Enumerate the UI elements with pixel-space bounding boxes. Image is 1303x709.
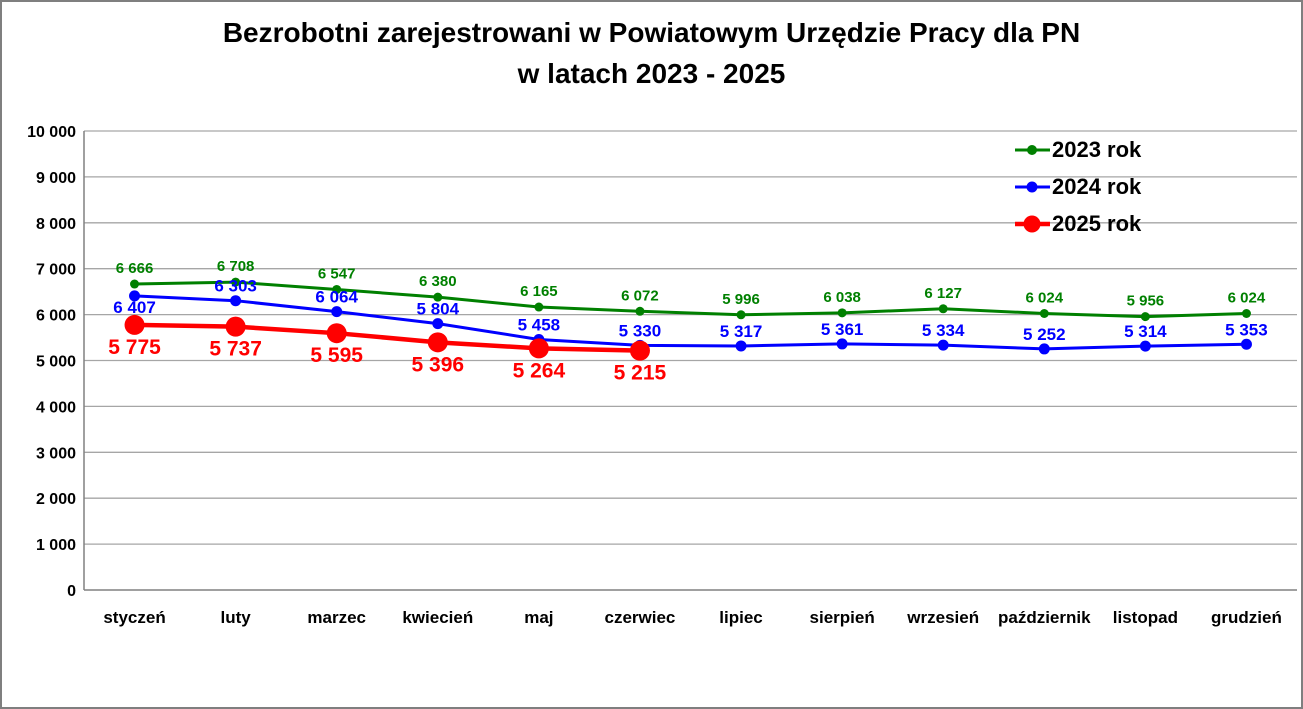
data-point-marker	[735, 340, 747, 352]
data-point-label: 5 996	[722, 291, 760, 308]
data-point-label: 5 737	[209, 338, 262, 361]
data-point-marker	[534, 302, 544, 312]
legend-label-2024: 2024 rok	[1052, 173, 1142, 199]
x-axis-label-3: kwiecień	[402, 608, 473, 627]
data-point-marker	[1038, 343, 1050, 355]
data-point-label: 6 127	[924, 285, 962, 302]
data-point-label: 5 595	[310, 344, 363, 367]
legend-entry-2023: 2023 rok	[1014, 137, 1141, 162]
data-point-label: 5 396	[412, 353, 465, 376]
data-point-marker	[332, 284, 342, 294]
y-axis-tick-label: 7 000	[36, 262, 76, 279]
data-point-marker	[938, 304, 948, 314]
data-point-marker	[937, 339, 949, 351]
data-point-label: 6 666	[116, 260, 154, 277]
legend-marker-2024-icon	[1015, 181, 1050, 192]
data-point-label: 6 303	[214, 277, 257, 296]
legend-entry-2025: 2025 rok	[1014, 211, 1141, 236]
data-point-label: 5 264	[513, 359, 566, 382]
series-line-2025-rok	[134, 322, 641, 353]
data-point-label: 6 038	[823, 289, 861, 306]
data-point-label: 5 353	[1225, 320, 1268, 339]
data-point-label: 5 317	[720, 322, 763, 341]
data-point-label: 5 775	[108, 336, 161, 359]
x-axis-label-8: wrzesień	[906, 608, 979, 627]
data-point-marker	[124, 314, 145, 335]
data-point-marker	[629, 340, 650, 361]
y-axis-tick-label: 3 000	[36, 445, 76, 462]
chart-title: Bezrobotni zarejestrowani w Powiatowym U…	[2, 12, 1301, 94]
data-point-marker	[427, 332, 448, 353]
data-point-label: 6 024	[1228, 289, 1266, 306]
y-axis-tick-label: 5 000	[36, 354, 76, 371]
x-axis-label-4: maj	[524, 608, 553, 627]
legend-label-2023: 2023 rok	[1052, 136, 1142, 162]
x-axis-label-9: październik	[998, 608, 1091, 627]
data-point-label: 6 547	[318, 265, 356, 282]
chart-title-line2: w latach 2023 - 2025	[517, 58, 786, 89]
data-point-label: 5 314	[1124, 322, 1167, 341]
legend-marker-2023-icon	[1015, 144, 1050, 155]
y-axis-tick-label: 8 000	[36, 216, 76, 233]
legend-marker-2025-icon	[1015, 215, 1050, 232]
data-point-marker	[837, 308, 847, 318]
data-point-label: 5 252	[1023, 325, 1066, 344]
y-axis-tick-label: 6 000	[36, 308, 76, 325]
y-axis-tick-label: 2 000	[36, 491, 76, 508]
legend-entry-2024: 2024 rok	[1014, 174, 1141, 199]
data-point-marker	[225, 316, 246, 337]
data-point-label: 5 458	[518, 315, 561, 334]
chart-legend: 2023 rok 2024 rok 2025 rok	[1014, 137, 1141, 236]
x-axis-label-0: styczeń	[103, 608, 165, 627]
data-point-label: 6 708	[217, 258, 255, 275]
data-point-marker	[1241, 308, 1251, 318]
data-point-marker	[433, 292, 443, 302]
data-point-label: 5 361	[821, 320, 864, 339]
data-point-marker	[1240, 338, 1252, 350]
x-axis-label-6: lipiec	[719, 608, 762, 627]
data-point-label: 5 330	[619, 321, 662, 340]
data-point-label: 6 165	[520, 283, 558, 300]
y-axis-tick-label: 10 000	[27, 124, 76, 141]
data-point-label: 6 024	[1026, 289, 1064, 306]
data-point-label: 6 064	[315, 288, 358, 307]
data-point-label: 5 956	[1127, 293, 1165, 310]
data-point-label: 6 072	[621, 287, 659, 304]
data-point-marker	[231, 277, 241, 287]
data-point-marker	[326, 323, 347, 344]
data-point-marker	[635, 306, 645, 316]
data-point-marker	[528, 338, 549, 359]
data-point-marker	[1139, 340, 1151, 352]
y-axis-tick-label: 1 000	[36, 537, 76, 554]
x-axis-label-10: listopad	[1113, 608, 1178, 627]
data-point-label: 6 407	[113, 298, 156, 317]
chart-title-line1: Bezrobotni zarejestrowani w Powiatowym U…	[222, 17, 1081, 48]
x-axis-label-1: luty	[221, 608, 252, 627]
y-axis-tick-label: 9 000	[36, 170, 76, 187]
data-point-marker	[230, 295, 242, 307]
series-line-2024-rok	[134, 294, 1247, 351]
data-point-marker	[836, 338, 848, 350]
data-point-marker	[331, 306, 343, 318]
x-axis-label-11: grudzień	[1211, 608, 1282, 627]
y-axis-tick-label: 0	[67, 583, 76, 600]
y-axis-tick-label: 4 000	[36, 399, 76, 416]
x-axis-label-5: czerwiec	[605, 608, 676, 627]
data-point-label: 5 215	[614, 362, 667, 385]
data-point-label: 5 334	[922, 321, 965, 340]
data-point-label: 6 380	[419, 273, 457, 290]
x-axis-label-2: marzec	[307, 608, 366, 627]
data-point-marker	[1140, 312, 1150, 322]
x-axis-label-7: sierpień	[810, 608, 875, 627]
data-point-marker	[736, 310, 746, 320]
data-point-marker	[129, 290, 141, 302]
data-point-label: 5 804	[417, 300, 460, 319]
legend-label-2025: 2025 rok	[1052, 210, 1142, 236]
series-line-2023-rok	[134, 280, 1247, 319]
data-point-marker	[1039, 308, 1049, 318]
data-point-marker	[130, 279, 140, 289]
data-point-marker	[432, 318, 444, 330]
